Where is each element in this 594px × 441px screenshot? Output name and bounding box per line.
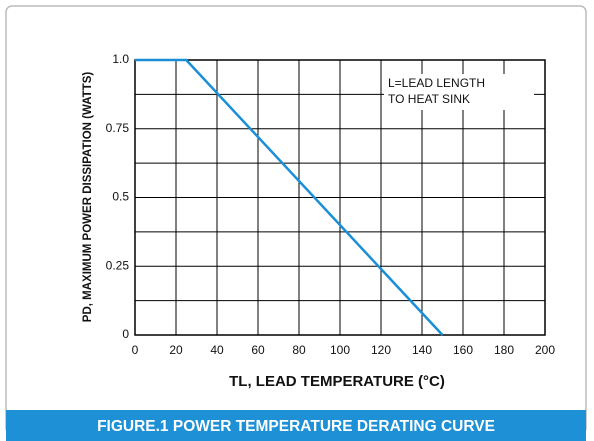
y-tick-label: 1.0	[112, 52, 129, 66]
banner	[6, 410, 586, 441]
x-tick-label: 180	[494, 343, 514, 357]
y-axis-label: PD, MAXIMUM POWER DISSIPATION (WATTS)	[82, 72, 94, 323]
annotation-bg	[384, 74, 534, 110]
x-tick-label: 20	[169, 343, 183, 357]
x-tick-label: 100	[330, 343, 350, 357]
x-axis-label: TL, LEAD TEMPERATURE (°C)	[229, 373, 445, 390]
x-tick-label: 120	[371, 343, 391, 357]
x-tick-label: 60	[251, 343, 265, 357]
y-tick-label: 0.25	[106, 258, 130, 272]
series-line	[135, 58, 444, 336]
x-tick-label: 200	[535, 343, 555, 357]
chart-title: FIGURE.1 POWER TEMPERATURE DERATING CURV…	[97, 418, 495, 435]
x-tick-label: 0	[132, 343, 139, 357]
annotation: L=LEAD LENGTH	[388, 76, 485, 90]
y-tick-label: 0.5	[112, 190, 129, 204]
y-tick-label: 0.75	[106, 121, 130, 135]
x-tick-label: 140	[412, 343, 432, 357]
plot-border	[134, 59, 546, 336]
x-tick-label: 40	[210, 343, 224, 357]
x-tick-label: 160	[453, 343, 473, 357]
x-tick-label: 80	[292, 343, 306, 357]
y-tick-label: 0	[122, 327, 129, 341]
annotation: TO HEAT SINK	[388, 92, 470, 106]
